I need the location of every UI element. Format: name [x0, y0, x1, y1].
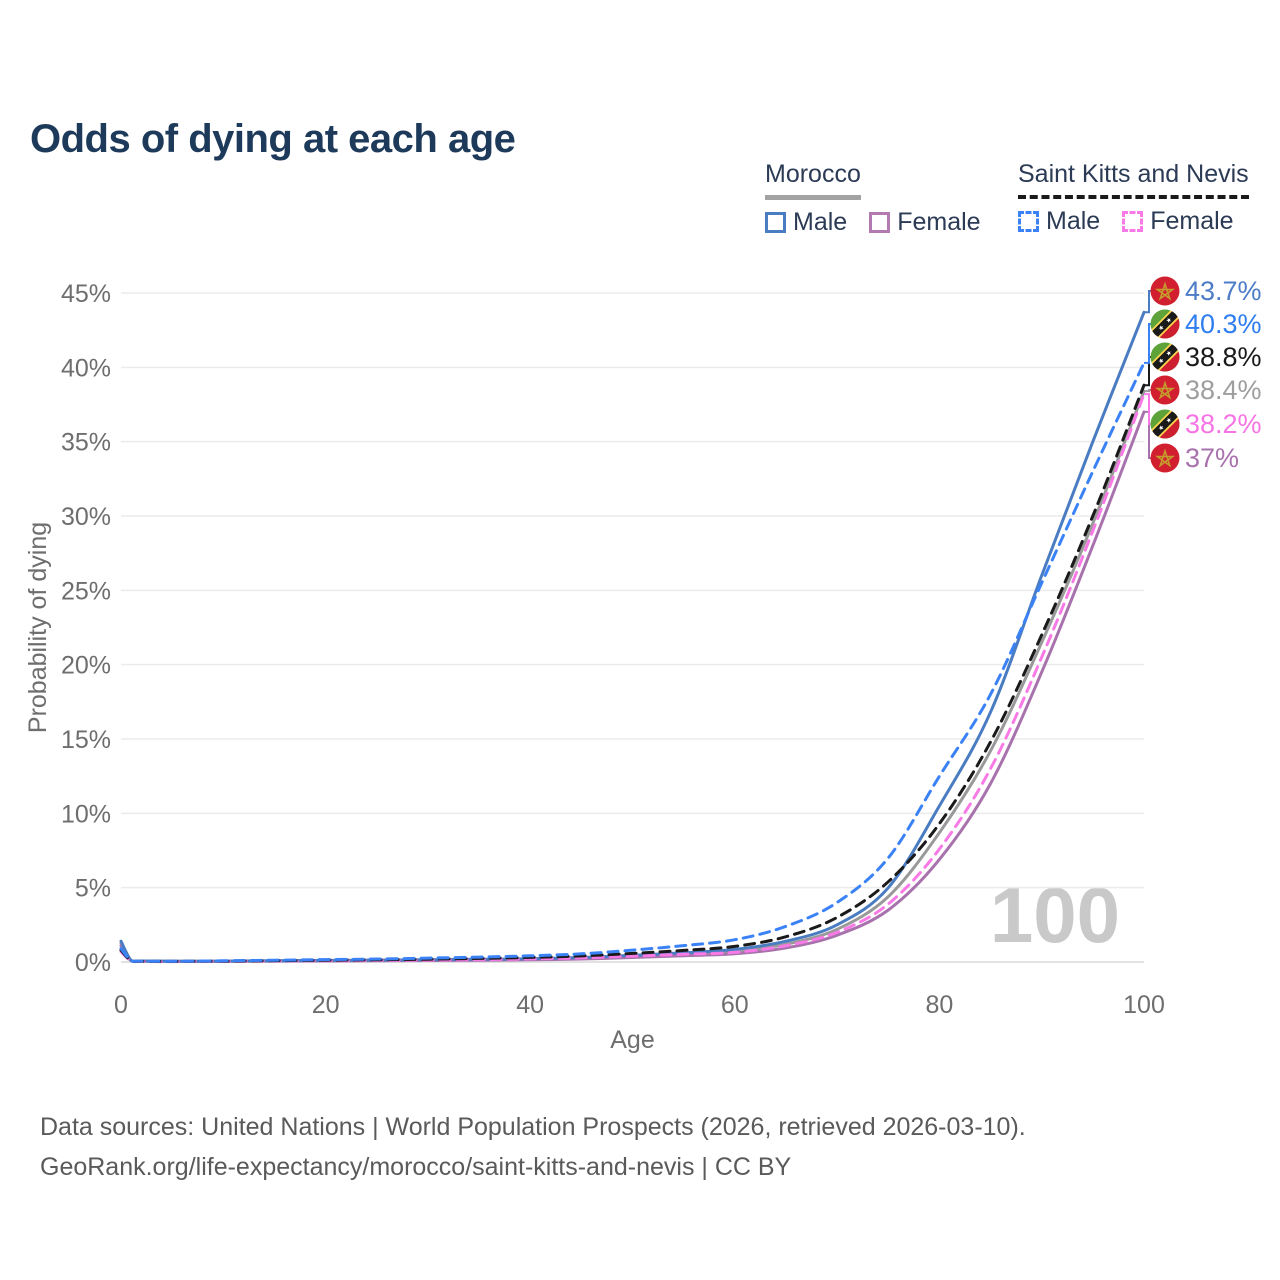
end-value-label-morocco-total: 38.4% — [1185, 375, 1262, 405]
legend-group-morocco: Morocco Male Female — [765, 160, 981, 237]
end-value-label-skn-female: 38.2% — [1185, 409, 1262, 439]
end-label-connector — [1144, 323, 1151, 364]
end-value-label-skn-total: 38.8% — [1185, 342, 1262, 372]
x-axis-title: Age — [610, 1026, 654, 1054]
y-tick-label: 35% — [61, 429, 111, 457]
end-value-label-morocco-female: 37% — [1185, 443, 1239, 473]
legend-header-morocco: Morocco — [765, 160, 861, 200]
x-tick-label: 40 — [516, 991, 544, 1019]
morocco-flag-icon — [1150, 276, 1180, 306]
legend-item-skn-male[interactable]: Male — [1018, 207, 1100, 236]
morocco-flag-icon — [1150, 443, 1180, 473]
morocco-female-swatch-icon — [869, 212, 891, 233]
saint-kitts-and-nevis-flag-icon — [1150, 342, 1180, 372]
footer-attribution-link[interactable]: GeoRank.org/life-expectancy/morocco/sain… — [40, 1153, 792, 1181]
legend-label-skn-female: Female — [1150, 207, 1234, 235]
legend-label-skn-male: Male — [1046, 207, 1101, 235]
y-tick-label: 25% — [61, 577, 111, 605]
end-label-connector — [1144, 410, 1151, 459]
saint-kitts-and-nevis-flag-icon — [1150, 409, 1180, 439]
page-title: Odds of dying at each age — [30, 116, 516, 161]
series-line-morocco-male[interactable] — [119, 310, 1146, 963]
legend-group-saint-kitts: Saint Kitts and Nevis Male Female — [1018, 160, 1249, 236]
y-tick-label: 20% — [61, 652, 111, 680]
y-tick-label: 10% — [61, 800, 111, 828]
y-tick-label: 45% — [61, 280, 111, 308]
y-tick-label: 5% — [75, 875, 111, 903]
legend-items-saint-kitts: Male Female — [1018, 207, 1249, 236]
legend-label-morocco-male: Male — [793, 208, 848, 236]
legend-item-skn-female[interactable]: Female — [1122, 207, 1234, 236]
skn-male-swatch-icon — [1018, 211, 1039, 232]
legend-header-saint-kitts: Saint Kitts and Nevis — [1018, 160, 1249, 199]
end-label-connector — [1144, 389, 1151, 393]
x-tick-label: 20 — [312, 991, 340, 1019]
x-tick-label: 0 — [114, 991, 128, 1019]
saint-kitts-and-nevis-flag-icon — [1150, 309, 1180, 339]
end-value-label-morocco-male: 43.7% — [1185, 276, 1262, 306]
end-label-connector — [1144, 290, 1151, 314]
y-tick-label: 0% — [75, 949, 111, 977]
legend-items-morocco: Male Female — [765, 208, 981, 237]
legend: Morocco Male Female Saint Kitts and Nevi… — [0, 160, 1280, 250]
x-tick-label: 100 — [1123, 991, 1165, 1019]
age-watermark: 100 — [990, 871, 1120, 959]
x-tick-label: 80 — [925, 991, 953, 1019]
morocco-flag-icon — [1150, 375, 1180, 405]
x-tick-label: 60 — [721, 991, 749, 1019]
y-axis-title: Probability of dying — [24, 522, 52, 733]
legend-item-morocco-female[interactable]: Female — [869, 208, 981, 237]
y-tick-label: 15% — [61, 726, 111, 754]
end-label-connector — [1144, 393, 1151, 425]
footer: Data sources: United Nations | World Pop… — [40, 1107, 1026, 1187]
series-line-skn-male[interactable] — [119, 361, 1146, 963]
end-value-label-skn-male: 40.3% — [1185, 309, 1262, 339]
y-tick-label: 30% — [61, 503, 111, 531]
morocco-male-swatch-icon — [765, 212, 786, 233]
skn-female-swatch-icon — [1122, 211, 1144, 232]
legend-label-morocco-female: Female — [897, 208, 981, 236]
y-tick-label: 40% — [61, 354, 111, 382]
footer-data-sources: Data sources: United Nations | World Pop… — [40, 1113, 1026, 1141]
legend-item-morocco-male[interactable]: Male — [765, 208, 847, 237]
